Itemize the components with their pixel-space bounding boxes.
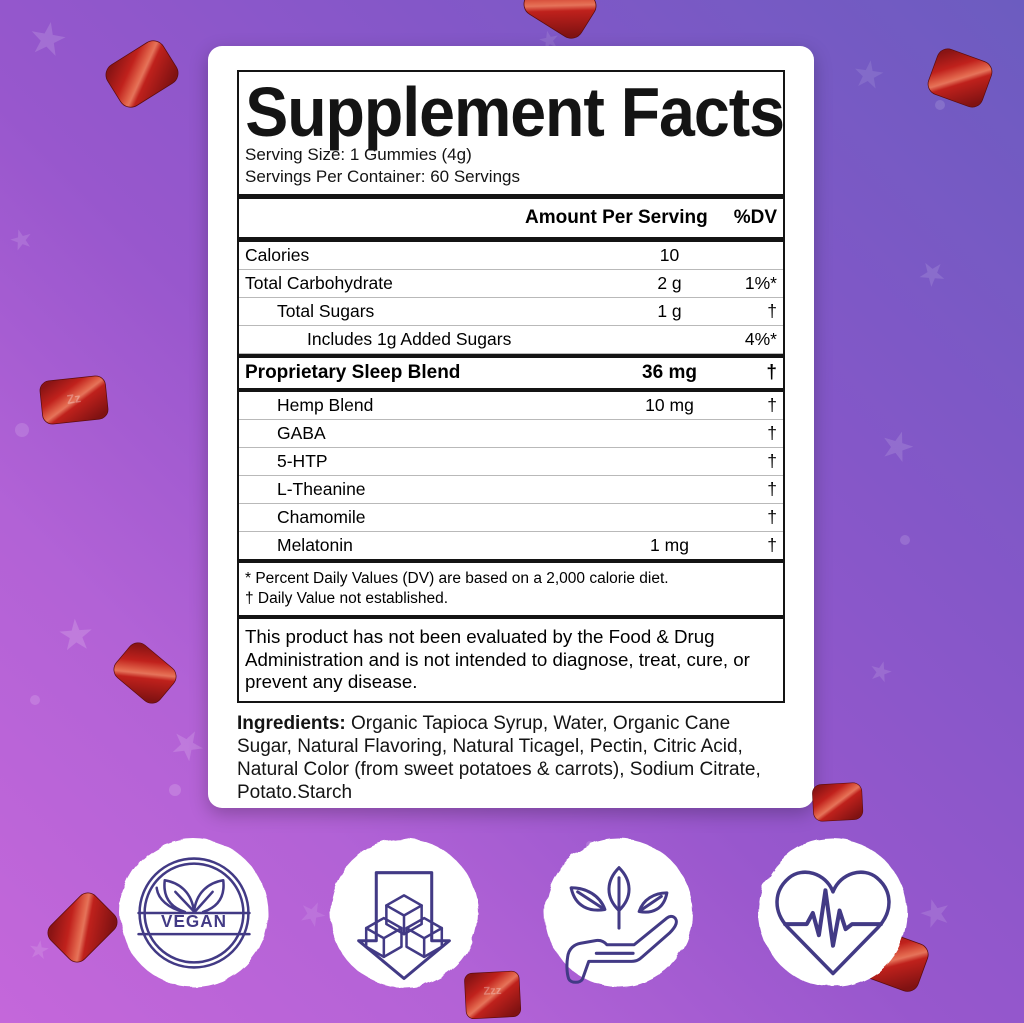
svg-text:Zzz: Zzz [483, 985, 502, 998]
svg-text:VEGAN: VEGAN [161, 911, 227, 931]
svg-text:Zz: Zz [66, 391, 82, 407]
